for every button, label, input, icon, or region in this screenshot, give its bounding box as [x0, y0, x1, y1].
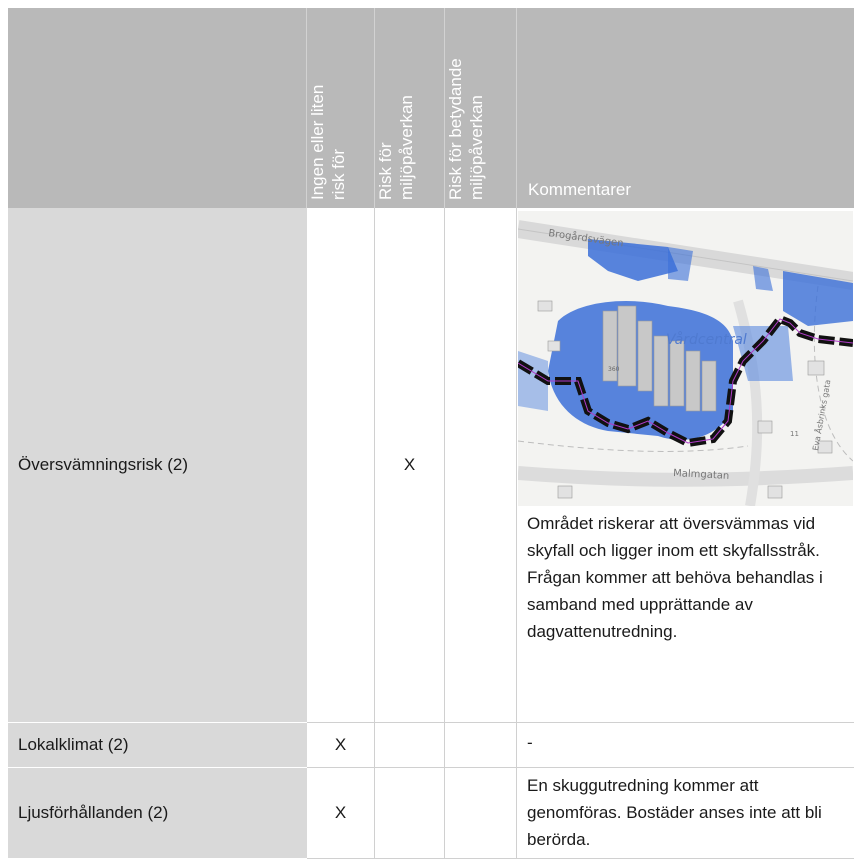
boundary-inner-line	[518, 318, 853, 444]
path-dashed	[518, 440, 749, 452]
house-4	[807, 360, 825, 376]
water-4	[783, 271, 853, 326]
mark: X	[403, 455, 416, 474]
mark-cell-significant-risk	[445, 768, 517, 859]
road-bottom	[518, 466, 853, 487]
building-5	[669, 340, 685, 407]
comment-text: -	[527, 733, 533, 752]
building-1	[602, 310, 618, 382]
map-label-road-bottom: Malmgatan	[673, 468, 730, 482]
flood-map-image: Brogårdsvägen Vårdcentral Malmgatan Eva …	[518, 211, 853, 506]
mark-cell-significant-risk	[445, 723, 517, 768]
table-row-flood-risk: Översvämningsrisk (2) X	[8, 208, 854, 723]
house-7	[767, 485, 783, 499]
header-comments-label: Kommentarer	[528, 180, 631, 199]
header-low-risk-label: Ingen eller liten risk för	[308, 84, 348, 200]
comment-text: En skuggutredning kommer att genomföras.…	[527, 776, 822, 849]
water-2	[668, 247, 693, 281]
house-3	[757, 420, 773, 434]
building-6	[685, 350, 701, 412]
mark-cell-risk	[375, 768, 445, 859]
house-5	[817, 440, 833, 454]
comment-cell: Brogårdsvägen Vårdcentral Malmgatan Eva …	[517, 208, 854, 723]
row-label-cell: Ljusförhållanden (2)	[8, 768, 307, 859]
mark-cell-significant-risk	[445, 208, 517, 723]
header-cell-aspect	[8, 8, 307, 208]
table-header: Ingen eller liten risk för Risk för milj…	[8, 8, 854, 208]
header-significant-risk-label: Risk för betydande miljöpåverkan	[446, 58, 486, 200]
comment-text: Området riskerar att översvämmas vid sky…	[527, 514, 823, 641]
building-3	[637, 320, 653, 392]
row-label-cell: Översvämningsrisk (2)	[8, 208, 307, 723]
table-row-local-climate: Lokalklimat (2) X -	[8, 723, 854, 768]
mark-cell-low-risk: X	[307, 768, 375, 859]
row-label: Ljusförhållanden (2)	[18, 803, 169, 822]
header-risk-label: Risk för miljöpåverkan	[376, 95, 416, 200]
mark-cell-risk	[375, 723, 445, 768]
building-2	[617, 305, 637, 387]
water-3	[753, 266, 773, 291]
comment-cell: -	[517, 723, 854, 768]
house-6	[557, 485, 573, 499]
mark-cell-low-risk: X	[307, 723, 375, 768]
header-cell-significant-risk: Risk för betydande miljöpåverkan	[445, 8, 517, 208]
table-row-light-conditions: Ljusförhållanden (2) X En skuggutredning…	[8, 768, 854, 859]
house-1	[537, 300, 553, 312]
house-2	[547, 340, 561, 352]
building-4	[653, 335, 669, 407]
map-label-number-1: 11	[790, 430, 799, 438]
water-6	[733, 326, 793, 381]
map-label-number-2: 360	[608, 366, 620, 373]
building-7	[701, 360, 717, 412]
mark: X	[334, 803, 347, 822]
header-cell-risk: Risk för miljöpåverkan	[375, 8, 445, 208]
row-label: Översvämningsrisk (2)	[18, 455, 189, 474]
mark-cell-low-risk	[307, 208, 375, 723]
map-label-center: Vårdcentral	[666, 331, 747, 348]
row-label-cell: Lokalklimat (2)	[8, 723, 307, 768]
mark-cell-risk: X	[375, 208, 445, 723]
header-cell-low-risk: Ingen eller liten risk för	[307, 8, 375, 208]
header-cell-comments: Kommentarer	[517, 8, 854, 208]
path-dashed-2	[813, 285, 853, 462]
row-label: Lokalklimat (2)	[18, 735, 129, 754]
mark: X	[334, 735, 347, 754]
comment-cell: En skuggutredning kommer att genomföras.…	[517, 768, 854, 859]
water-1	[588, 239, 678, 281]
